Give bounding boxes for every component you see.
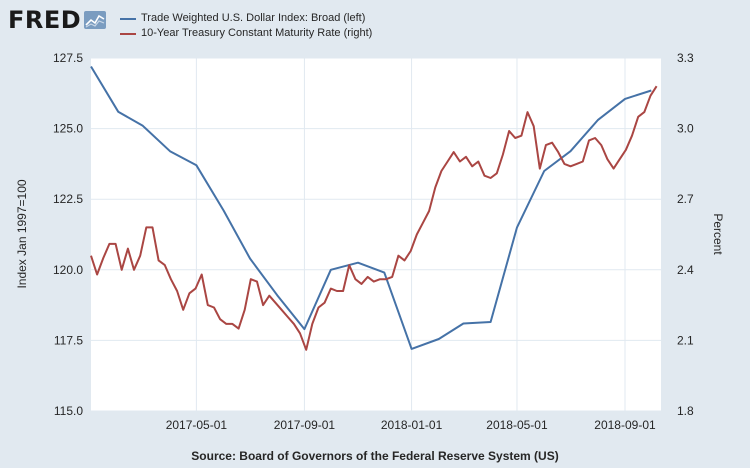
y-right-tick-label: 2.4 xyxy=(677,263,694,277)
legend-label-dollar-index: Trade Weighted U.S. Dollar Index: Broad … xyxy=(141,12,366,24)
y-left-tick-label: 117.5 xyxy=(54,333,83,347)
x-tick-label: 2018-05-01 xyxy=(486,418,548,432)
legend-swatch-treasury-rate xyxy=(120,32,136,35)
x-tick-label: 2018-09-01 xyxy=(594,418,656,432)
fred-graph-icon xyxy=(84,11,107,29)
series-line-dollar-index[interactable] xyxy=(90,65,652,350)
chart-legend: Trade Weighted U.S. Dollar Index: Broad … xyxy=(120,11,372,41)
x-tick-label: 2017-09-01 xyxy=(274,418,336,432)
legend-item-treasury-rate[interactable]: 10-Year Treasury Constant Maturity Rate … xyxy=(120,26,372,41)
series-lines xyxy=(90,65,658,351)
tick-labels: 115.0 117.5 120.0 122.5 125.0 127.5 1.8 2.1 2.4 2… xyxy=(53,51,694,432)
y-left-tick-label: 122.5 xyxy=(53,192,83,206)
source-note: Source: Board of Governors of the Federa… xyxy=(191,449,559,463)
fred-logo-text: FRED xyxy=(8,6,82,34)
y-axis-right-title: Percent xyxy=(711,213,725,255)
x-tick-label: 2017-05-01 xyxy=(166,418,228,432)
y-left-tick-label: 120.0 xyxy=(53,263,83,277)
fred-logo[interactable]: FRED xyxy=(8,6,107,34)
legend-swatch-dollar-index xyxy=(120,17,136,20)
series-line-treasury-rate[interactable] xyxy=(90,85,658,351)
legend-item-dollar-index[interactable]: Trade Weighted U.S. Dollar Index: Broad … xyxy=(120,11,372,26)
y-left-tick-label: 125.0 xyxy=(53,122,83,136)
y-right-tick-label: 2.1 xyxy=(677,333,694,347)
y-left-tick-label: 127.5 xyxy=(53,51,83,65)
legend-label-treasury-rate: 10-Year Treasury Constant Maturity Rate … xyxy=(141,27,373,39)
x-tick-label: 2018-01-01 xyxy=(381,418,443,432)
y-right-tick-label: 3.0 xyxy=(677,122,694,136)
y-right-tick-label: 2.7 xyxy=(677,192,694,206)
plot-area xyxy=(91,58,661,411)
y-right-tick-label: 3.3 xyxy=(677,51,694,65)
y-left-tick-label: 115.0 xyxy=(54,404,83,418)
y-right-tick-label: 1.8 xyxy=(677,404,694,418)
y-axis-left-title: Index Jan 1997=100 xyxy=(15,179,29,288)
